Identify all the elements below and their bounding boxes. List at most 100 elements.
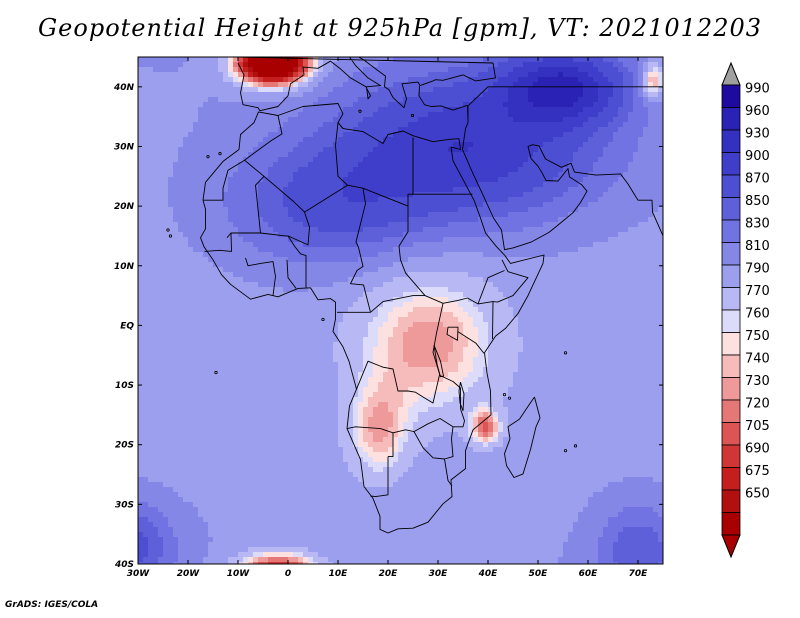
country-border — [444, 381, 465, 460]
colorbar-level-label: 830 — [745, 217, 770, 232]
island-outline — [563, 449, 568, 453]
colorbar-level-label: 760 — [745, 307, 770, 322]
country-border — [203, 115, 283, 201]
country-border — [260, 175, 310, 246]
country-border — [204, 232, 232, 252]
island-outline — [214, 370, 218, 375]
colorbar-swatch — [721, 242, 741, 266]
island-outline — [507, 396, 512, 400]
island-outline — [502, 393, 507, 397]
x-tick-label: 70E — [629, 569, 649, 579]
chart-title: Geopotential Height at 925hPa [gpm], VT:… — [38, 14, 762, 42]
colorbar-level-label: 900 — [745, 149, 770, 164]
country-border — [413, 431, 453, 487]
colorbar-level-label: 720 — [745, 397, 770, 412]
colorbar-level-label: 650 — [745, 487, 770, 502]
colorbar-swatch — [721, 174, 741, 198]
colorbar: 990 960 930 900 870 850 830 810 790 770 760 750 740 7… — [721, 61, 770, 559]
europe-coastline — [237, 57, 496, 112]
x-tick-label: 10E — [329, 569, 349, 579]
lake-outline — [458, 381, 465, 412]
country-border — [413, 418, 454, 432]
y-tick-label: EQ — [120, 321, 134, 331]
colorbar-swatch — [721, 332, 741, 356]
country-border — [370, 456, 389, 498]
colorbar-level-label: 705 — [745, 419, 770, 434]
colorbar-level-label: 790 — [745, 262, 770, 277]
arabia-coastline — [462, 86, 663, 251]
colorbar-swatch — [721, 152, 741, 176]
colorbar-swatch — [721, 219, 741, 243]
colorbar-swatch — [721, 467, 741, 491]
madagascar-coastline — [504, 396, 541, 478]
plot-frame — [137, 56, 664, 565]
colorbar-level-label: 675 — [745, 464, 770, 479]
country-border — [432, 303, 454, 382]
colorbar-level-label: 960 — [745, 104, 770, 119]
colorbar-level-label: 930 — [745, 127, 770, 142]
colorbar-swatch — [721, 107, 741, 131]
island-outline — [166, 228, 170, 232]
colorbar-level-label: 810 — [745, 239, 770, 254]
country-border — [398, 206, 529, 305]
colorbar-overflow-arrow — [721, 61, 741, 86]
colorbar-swatch — [721, 444, 741, 468]
colorbar-underflow-arrow — [721, 534, 741, 559]
colorbar-level-label: 690 — [745, 442, 770, 457]
colorbar-level-label: 870 — [745, 172, 770, 187]
colorbar-level-label: 730 — [745, 374, 770, 389]
y-tick-label: 20N — [114, 202, 135, 212]
africa-coastline — [200, 103, 545, 534]
island-outline — [321, 317, 325, 322]
country-border — [335, 122, 344, 146]
lake-outline — [433, 344, 444, 378]
coastline-layer — [166, 57, 663, 534]
colorbar-level-label: 770 — [745, 284, 770, 299]
x-tick-label: 60E — [579, 569, 599, 579]
lake-outline — [446, 326, 459, 341]
colorbar-level-label: 750 — [745, 329, 770, 344]
colorbar-swatch — [721, 377, 741, 401]
colorbar-level-label: 740 — [745, 352, 770, 367]
y-tick-label: 30S — [115, 500, 134, 510]
colorbar-swatch — [721, 84, 741, 108]
grads-credit: GrADS: IGES/COLA — [5, 600, 99, 610]
anatolia-coastline — [418, 86, 469, 120]
country-border — [286, 259, 297, 289]
country-border — [335, 145, 348, 186]
axes: 30W 20W 10W 0 10E 20E 30E 40E 50E 60E 70E 40N 30N 20N… — [113, 57, 663, 579]
x-tick-label: 20W — [177, 569, 201, 579]
country-border — [346, 426, 415, 434]
country-border — [457, 331, 485, 354]
x-tick-label: 20E — [379, 569, 399, 579]
country-border — [350, 188, 371, 313]
colorbar-swatch — [721, 399, 741, 423]
island-outline — [358, 109, 362, 113]
y-tick-label: 10N — [114, 262, 135, 272]
colorbar-level-label: 990 — [745, 82, 770, 97]
country-border — [226, 159, 265, 238]
island-outline — [206, 155, 210, 159]
country-border — [477, 270, 505, 305]
y-tick-label: 30N — [114, 142, 135, 152]
colorbar-swatch — [721, 129, 741, 153]
x-tick-label: 30W — [127, 569, 151, 579]
y-tick-label: 40S — [114, 560, 134, 570]
y-tick-label: 40N — [113, 83, 135, 93]
x-tick-label: 30E — [429, 569, 449, 579]
country-border — [245, 257, 276, 296]
x-tick-label: 10W — [227, 569, 251, 579]
colorbar-swatch — [721, 489, 741, 513]
colorbar-swatch — [721, 264, 741, 288]
island-outline — [410, 113, 415, 118]
country-border — [388, 432, 394, 458]
colorbar-swatch — [721, 309, 741, 333]
colorbar-swatch — [721, 512, 741, 536]
map-layer — [138, 57, 663, 564]
y-tick-label: 10S — [115, 381, 134, 391]
island-outline — [573, 444, 578, 448]
country-border — [337, 295, 425, 313]
y-tick-label: 20S — [115, 441, 134, 451]
x-tick-label: 40E — [478, 569, 499, 579]
